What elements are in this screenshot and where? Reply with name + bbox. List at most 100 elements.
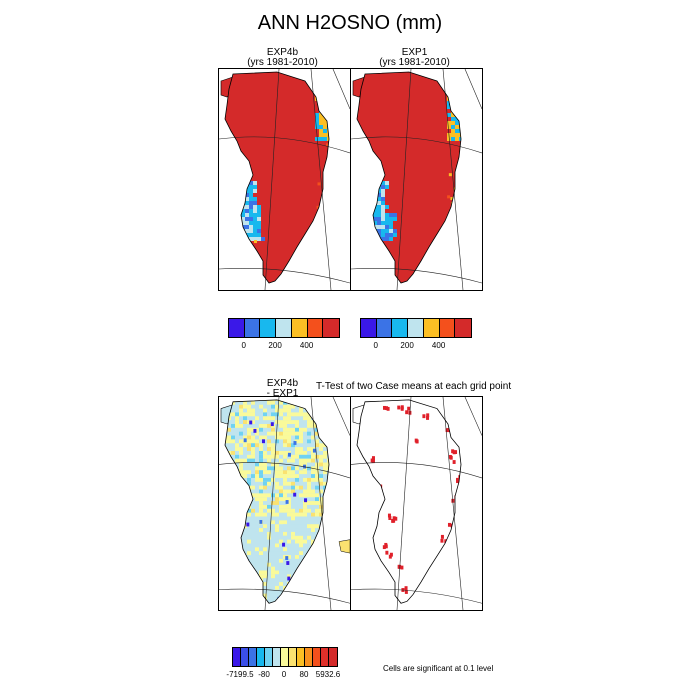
grid-cell [299,547,303,552]
grid-cell [323,97,327,101]
grid-cell [319,562,323,567]
grid-cell [315,466,319,471]
grid-cell [219,563,223,567]
grid-cell [249,185,253,189]
grid-cell [241,251,245,255]
grid-cell [339,513,343,517]
grid-cell [319,601,323,604]
grid-cell [335,578,339,582]
grid-cell [275,435,279,440]
grid-cell [231,477,235,482]
grid-cell [271,551,275,556]
grid-cell [339,401,343,405]
grid-cell [307,570,311,575]
colorbar-box [233,648,241,666]
grid-cell [243,543,247,548]
grid-cell [307,508,311,513]
grid-cell [299,582,303,586]
grid-cell [245,229,249,233]
grid-cell [287,504,291,509]
grid-cell [271,477,275,482]
grid-cell [295,605,299,609]
grid-cell [259,512,263,517]
greenland-coastline [356,71,462,284]
grid-cell [303,574,307,579]
grid-cell [225,439,227,444]
grid-cell [339,493,343,497]
grid-cell [323,582,327,586]
grid-cell [243,504,247,509]
latitude-line [219,588,350,604]
grid-cell [279,601,283,604]
grid-cell [219,555,223,559]
grid-cell [259,535,263,540]
grid-cell [279,551,283,556]
map-panel-exp4b [218,68,351,291]
grid-cell [295,547,299,552]
grid-cell [275,535,279,540]
grid-cell [315,562,319,567]
grid-cell [373,217,377,221]
grid-cell [311,555,315,559]
grid-cell [385,225,389,229]
grid-cell [315,454,319,459]
grid-cell [239,458,243,463]
grid-cell [331,559,335,563]
grid-cell [235,601,239,604]
grid-cell [295,551,299,556]
map-panel-exp1 [350,68,483,291]
grid-cell [239,597,243,602]
grid-cell [287,420,291,424]
grid-cell [339,578,343,582]
grid-cell [327,408,329,413]
grid-cell [455,125,459,129]
grid-cell [219,428,223,432]
grid-cell [307,399,311,401]
grid-cell [219,609,223,610]
grid-cell [387,513,391,518]
grid-cell [267,458,271,463]
grid-cell [335,532,339,536]
grid-cell [259,474,263,478]
grid-cell [239,462,243,467]
grid-cell [271,450,275,455]
grid-cell [323,89,327,93]
grid-cell [271,516,275,521]
grid-cell [295,447,299,451]
grid-cell [255,497,259,502]
grid-cell [231,504,235,509]
grid-cell [219,432,223,436]
grid-cell [315,570,319,575]
greenland-landmass [357,399,461,604]
grid-cell [275,420,279,424]
grid-cell [259,489,263,494]
grid-cell [283,528,287,532]
grid-cell [271,555,275,559]
grid-cell [376,240,380,244]
grid-cell [255,439,259,444]
grid-cell [239,447,243,451]
grid-cell [255,493,259,498]
grid-cell [259,466,263,471]
grid-cell [259,547,263,552]
grid-cell [259,447,263,451]
grid-cell [458,254,461,258]
grid-cell [275,551,279,556]
grid-cell [227,539,231,544]
grid-cell [249,197,253,201]
grid-cell [434,561,438,566]
grid-cell [455,133,459,137]
grid-cell [251,605,255,609]
grid-cell [249,209,253,213]
grid-cell [251,609,255,610]
grid-cell [335,520,339,524]
grid-cell [247,528,251,532]
grid-cell [259,450,263,455]
grid-cell [311,458,315,463]
grid-cell [287,558,291,563]
grid-cell [447,113,451,117]
grid-cell [304,498,308,503]
grid-cell [389,213,393,217]
grid-cell [287,399,291,401]
grid-cell [312,448,316,453]
